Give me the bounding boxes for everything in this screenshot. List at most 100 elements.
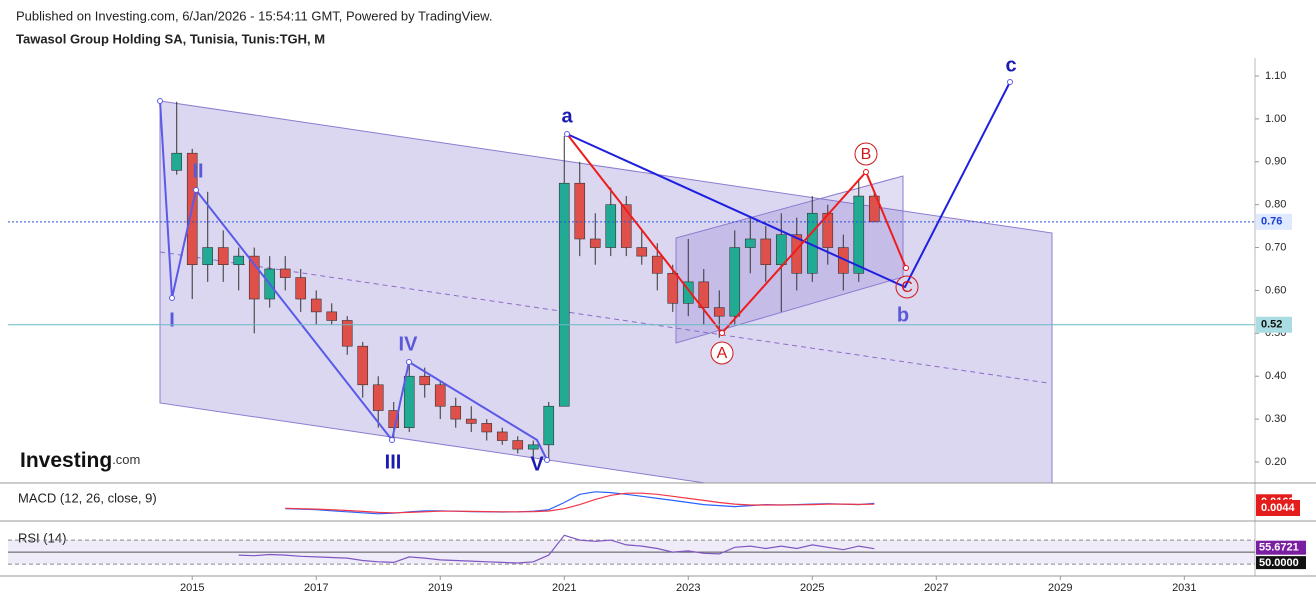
watermark-suffix: .com (112, 452, 140, 467)
x-tick-label: 2029 (1048, 582, 1072, 594)
y-tick-label: 0.90 (1265, 156, 1286, 168)
macd-title: MACD (12, 26, close, 9) (18, 490, 157, 505)
candle-body (419, 375, 431, 386)
wave-circle (895, 275, 919, 299)
x-tick-label: 2031 (1172, 582, 1196, 594)
candle-body (357, 345, 369, 386)
y-tick-label: 0.60 (1265, 284, 1286, 296)
x-tick-label: 2023 (676, 582, 700, 594)
candle-body (450, 405, 462, 420)
candle-body (372, 384, 384, 411)
candle-body (605, 204, 617, 248)
last-price-label-box (1256, 213, 1292, 230)
macd-hist-value: 0.0044 (1261, 502, 1296, 514)
candle-body (868, 195, 880, 223)
candle-body (310, 298, 322, 313)
y-tick-label: 1.10 (1265, 70, 1286, 82)
wave-point (389, 437, 395, 443)
candle-body (574, 182, 586, 240)
y-tick-label: 0.20 (1265, 456, 1286, 468)
candle-body (667, 272, 679, 304)
wave-label: a (561, 105, 573, 127)
candle-body (744, 238, 756, 248)
wave-point (193, 187, 199, 193)
wave-point (169, 295, 175, 301)
candle-body (760, 238, 772, 266)
channel-midline (159, 251, 1049, 384)
wave-point (564, 131, 570, 137)
candle-body (171, 152, 183, 171)
candle-body (233, 255, 245, 266)
candle-body (527, 444, 539, 450)
candle-body (729, 247, 741, 317)
wave-label: II (192, 160, 203, 182)
candle-body (775, 234, 787, 266)
candle-body (202, 247, 214, 266)
candle-body (853, 195, 865, 274)
x-tick-label: 2017 (304, 582, 328, 594)
y-tick-label: 1.00 (1265, 113, 1286, 125)
wave-point (1007, 79, 1013, 85)
candle-body (558, 182, 570, 407)
wave-point (719, 330, 725, 336)
rsi-mid-box (1256, 556, 1306, 570)
level-label-box (1256, 316, 1292, 333)
candle-body (481, 423, 493, 433)
wave-circle (854, 142, 878, 166)
wave-points (157, 79, 1013, 463)
candle-body (341, 320, 353, 347)
candle-body (326, 311, 338, 321)
x-tick-label: 2019 (428, 582, 452, 594)
rsi-mid-label: 50.0000 (1259, 557, 1299, 569)
candle-body (651, 255, 663, 274)
candles (171, 101, 880, 462)
macd-hist-box (1256, 500, 1300, 516)
rsi-line (238, 534, 875, 564)
rsi-value: 55.6721 (1259, 542, 1299, 554)
wave-label: III (385, 451, 402, 473)
y-tick-label: 0.80 (1265, 199, 1286, 211)
wave-label: V (530, 453, 544, 475)
candle-body (698, 281, 710, 308)
candle-body (543, 405, 555, 446)
candle-body (217, 247, 229, 266)
y-tick-label: 0.30 (1265, 413, 1286, 425)
rsi-title: RSI (14) (18, 530, 66, 545)
wave-label: c (1005, 54, 1016, 76)
watermark-brand: Investing (20, 449, 112, 472)
wave-label: B (861, 146, 872, 163)
wave-label: b (897, 304, 909, 326)
candle-body (496, 431, 508, 441)
candle-body (589, 238, 601, 248)
x-tick-label: 2027 (924, 582, 948, 594)
wave-point (157, 98, 163, 104)
level-label: 0.52 (1261, 319, 1282, 331)
wave-label: C (901, 279, 913, 296)
candle-body (512, 440, 524, 450)
candle-body (403, 375, 415, 428)
last-price-label: 0.76 (1261, 216, 1282, 228)
candle-body (636, 247, 648, 257)
symbol: Tawasol Group Holding SA, Tunisia, Tunis… (16, 31, 325, 46)
x-tick-label: 2025 (800, 582, 824, 594)
x-tick-label: 2015 (180, 582, 204, 594)
wave-point (406, 359, 412, 365)
wave-point (903, 265, 909, 271)
abc-wave (566, 81, 1011, 289)
candle-body (248, 255, 260, 300)
rsi-value-box (1256, 540, 1306, 555)
x-tick-label: 2021 (552, 582, 576, 594)
wave-label: I (169, 309, 175, 331)
published: Published on Investing.com, 6/Jan/2026 -… (16, 8, 492, 23)
candle-body (295, 277, 307, 300)
candle-body (434, 384, 446, 407)
wave-label: A (717, 345, 728, 362)
y-tick-label: 0.70 (1265, 241, 1286, 253)
candle-body (279, 268, 291, 278)
watermark: Investing.com (20, 449, 140, 472)
correction-wave (566, 133, 907, 335)
wave-point (863, 169, 869, 175)
candle-body (713, 307, 725, 317)
candle-body (682, 281, 694, 304)
